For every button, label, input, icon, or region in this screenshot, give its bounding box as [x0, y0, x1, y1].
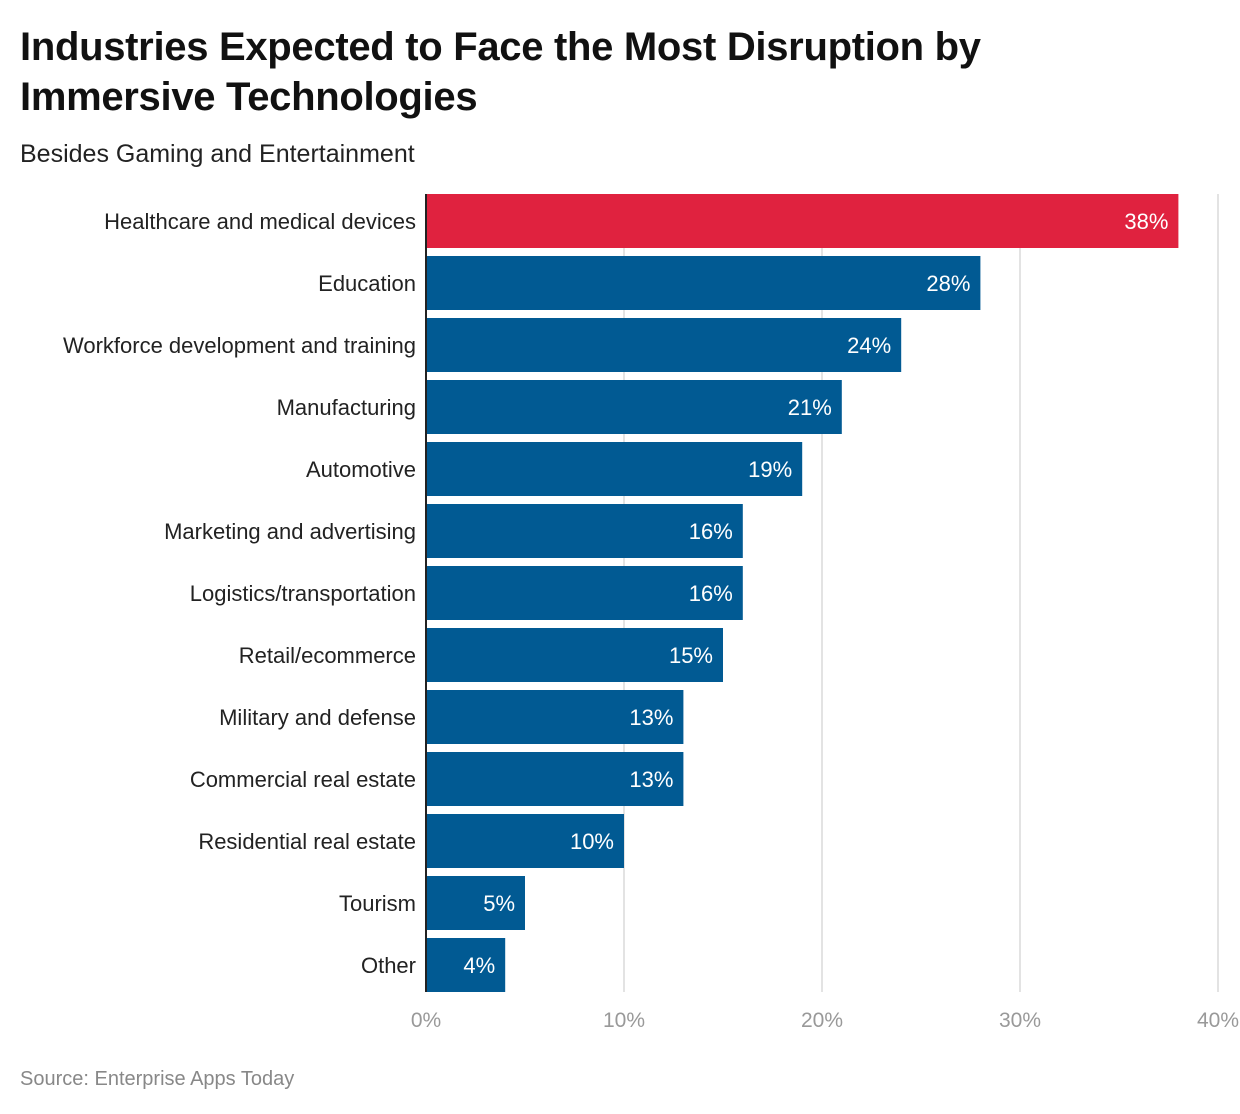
bar: [426, 380, 842, 434]
category-label: Tourism: [339, 891, 416, 916]
x-tick-label: 40%: [1197, 1009, 1239, 1032]
bar: [426, 194, 1179, 248]
source-note: Source: Enterprise Apps Today: [20, 1068, 295, 1090]
category-label: Automotive: [306, 457, 416, 482]
category-label: Education: [318, 271, 416, 296]
data-label: 38%: [1124, 209, 1168, 234]
x-tick-label: 20%: [801, 1009, 843, 1032]
category-label: Logistics/transportation: [190, 581, 416, 606]
data-label: 15%: [669, 643, 713, 668]
category-label: Military and defense: [219, 705, 416, 730]
bar: [426, 814, 624, 868]
data-label: 10%: [570, 829, 614, 854]
bar: [426, 628, 723, 682]
x-tick-label: 0%: [411, 1009, 441, 1032]
data-label: 19%: [748, 457, 792, 482]
bar: [426, 318, 902, 372]
category-label: Retail/ecommerce: [239, 643, 416, 668]
category-label: Residential real estate: [198, 829, 416, 854]
category-label: Other: [361, 953, 416, 978]
bar: [426, 442, 803, 496]
data-label: 16%: [689, 581, 733, 606]
bar: [426, 876, 525, 930]
bar: [426, 566, 743, 620]
category-label: Commercial real estate: [190, 767, 416, 792]
chart-title: Industries Expected to Face the Most Dis…: [20, 25, 981, 119]
bar: [426, 256, 981, 310]
data-label: 13%: [629, 767, 673, 792]
category-label: Manufacturing: [277, 395, 416, 420]
x-tick-label: 30%: [999, 1009, 1041, 1032]
data-label: 24%: [847, 333, 891, 358]
category-label: Workforce development and training: [63, 333, 416, 358]
chart-subtitle: Besides Gaming and Entertainment: [20, 140, 415, 168]
data-label: 21%: [788, 395, 832, 420]
data-label: 4%: [463, 953, 495, 978]
bar: [426, 504, 743, 558]
data-label: 16%: [689, 519, 733, 544]
bar: [426, 938, 506, 992]
bar: [426, 690, 684, 744]
bar: [426, 752, 684, 806]
data-label: 28%: [926, 271, 970, 296]
category-label: Marketing and advertising: [164, 519, 416, 544]
data-label: 5%: [483, 891, 515, 916]
category-label: Healthcare and medical devices: [104, 209, 416, 234]
x-tick-label: 10%: [603, 1009, 645, 1032]
data-label: 13%: [629, 705, 673, 730]
